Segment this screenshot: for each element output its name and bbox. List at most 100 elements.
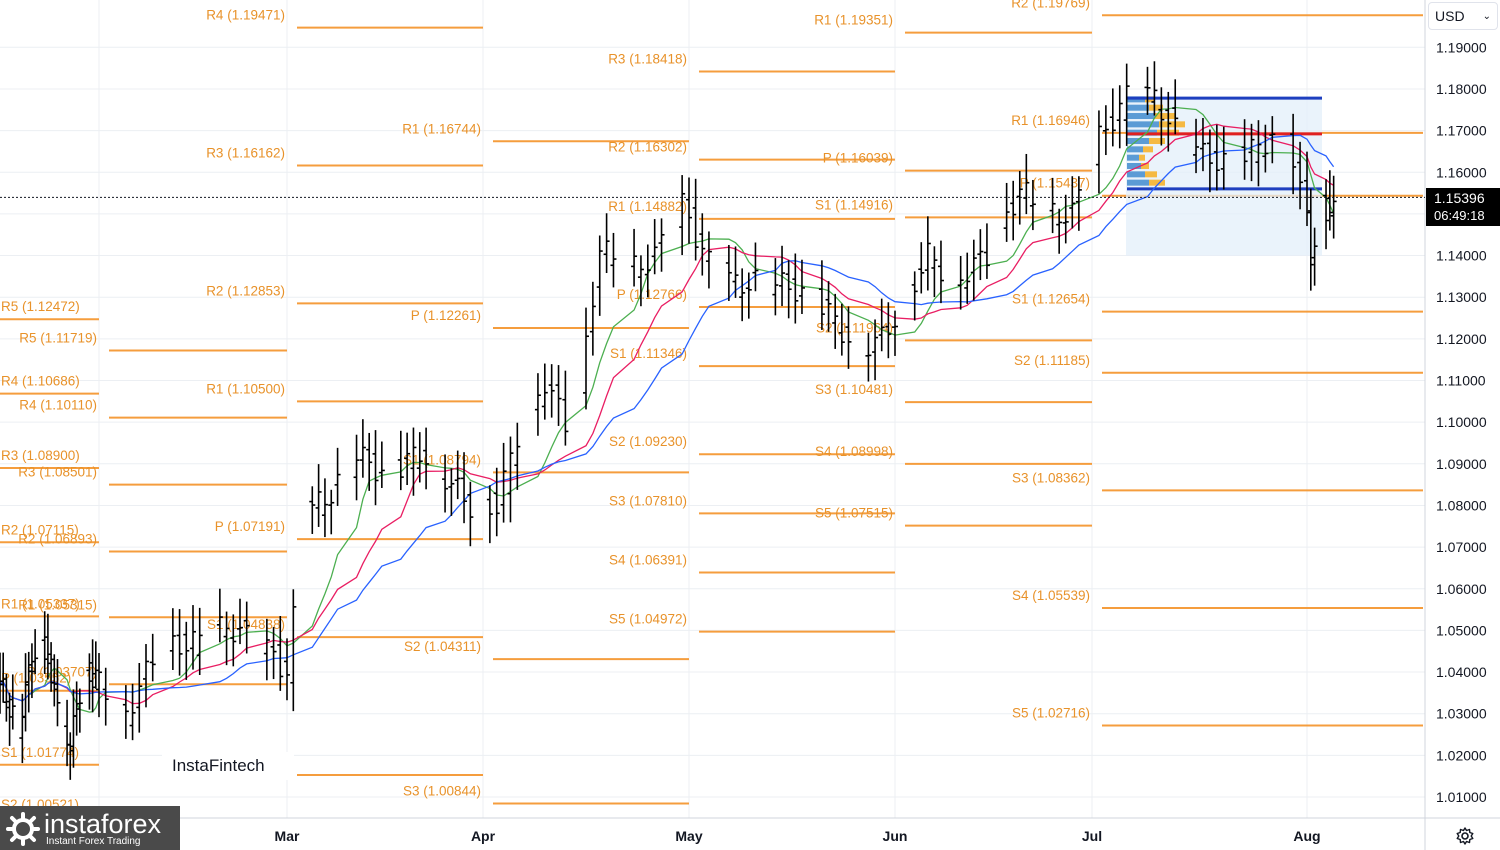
ohlc-bar — [149, 633, 156, 682]
ohlc-bar — [583, 307, 589, 410]
ohlc-bar — [785, 260, 792, 319]
price-tick-label: 1.03000 — [1436, 706, 1487, 722]
price-tick-label: 1.08000 — [1436, 497, 1487, 513]
pivot-label: R4 (1.19471) — [206, 8, 285, 23]
ohlc-bar — [1023, 153, 1030, 215]
pivot-label: S4 (1.08998) — [815, 444, 893, 459]
ohlc-bar — [1123, 63, 1130, 146]
ohlc-bar — [1248, 123, 1255, 182]
time-axis[interactable]: Mar Apr May Jun Jul Aug — [275, 828, 1321, 844]
logo-tagline: Instant Forex Trading — [46, 836, 141, 847]
ohlc-bar — [589, 281, 596, 356]
pivot-label: R2 (1.12853) — [206, 283, 285, 298]
ohlc-bar — [102, 667, 109, 726]
price-tick-label: 1.02000 — [1436, 747, 1487, 763]
price-tick-label: 1.19000 — [1436, 39, 1487, 55]
ohlc-bars — [0, 61, 1337, 780]
ohlc-bar — [1199, 117, 1206, 172]
pivot-label: R1 (1.19351) — [814, 13, 893, 28]
profile-bar — [1127, 121, 1159, 128]
pivot-label: R2 (1.19769) — [1011, 0, 1090, 10]
time-tick-label: Mar — [275, 828, 300, 844]
profile-bar — [1127, 171, 1145, 178]
price-tick-label: 1.13000 — [1436, 289, 1487, 305]
ohlc-bar — [1206, 129, 1213, 193]
ohlc-bar — [1144, 66, 1151, 115]
pivot-label: S5 (1.04972) — [609, 612, 687, 627]
pivot-label: S4 (1.06391) — [609, 552, 687, 567]
ohlc-bar — [548, 364, 555, 418]
time-tick-label: Aug — [1293, 828, 1320, 844]
ohlc-bar — [911, 271, 918, 321]
ohlc-bar — [410, 427, 417, 496]
ohlc-bar — [321, 478, 328, 538]
ohlc-bar — [555, 365, 562, 426]
ohlc-bar — [448, 468, 455, 516]
profile-bar — [1149, 104, 1163, 111]
price-tick-label: 1.04000 — [1436, 664, 1487, 680]
pivot-label: R4 (1.10110) — [19, 398, 97, 413]
ohlc-bar — [32, 629, 39, 675]
pivot-label: R5 (1.11719) — [19, 331, 97, 346]
ohlc-bar — [507, 436, 514, 523]
price-tick-label: 1.12000 — [1436, 331, 1487, 347]
ohlc-bar — [1297, 141, 1304, 210]
ohlc-bar — [1304, 151, 1310, 227]
pivot-label: R4 (1.10686) — [1, 374, 80, 389]
ohlc-bar — [493, 467, 500, 537]
ohlc-bar — [129, 683, 136, 741]
profile-bar — [1127, 104, 1149, 111]
ohlc-bar — [76, 688, 83, 733]
ohlc-bar — [631, 228, 638, 287]
currency-select[interactable]: USD ⌄ — [1428, 2, 1498, 30]
ohlc-bar — [603, 213, 610, 274]
pivot-label: S1 (1.08794) — [403, 452, 481, 467]
ohlc-bar — [562, 370, 569, 446]
current-price-tag: 1.15396 06:49:18 — [1426, 188, 1500, 226]
ohlc-bar — [892, 310, 898, 356]
time-tick-label: May — [675, 828, 702, 844]
ohlc-bar — [359, 419, 366, 478]
ohlc-bar — [263, 618, 270, 681]
ohlc-bar — [309, 486, 316, 534]
chevron-down-icon: ⌄ — [1482, 10, 1491, 22]
ohlc-bar — [825, 281, 832, 332]
pivot-label: R1 (1.05337) — [1, 596, 80, 611]
ohlc-bar — [1326, 170, 1333, 231]
ohlc-bar — [937, 240, 944, 304]
ohlc-bar — [416, 432, 423, 483]
ohlc-bar — [1311, 227, 1318, 286]
ohlc-bar — [1016, 170, 1023, 225]
ohlc-bar — [705, 231, 712, 289]
ohlc-bar — [442, 454, 449, 513]
ohlc-bar — [1095, 110, 1102, 194]
ohlc-bar — [1109, 88, 1116, 147]
profile-bar — [1127, 179, 1149, 186]
ohlc-bar — [644, 244, 651, 298]
ohlc-bar — [169, 608, 176, 670]
settings-button[interactable] — [1452, 824, 1478, 848]
ohlc-bar — [1290, 113, 1297, 195]
profile-bar — [1139, 154, 1145, 161]
ohlc-bar — [1241, 119, 1248, 180]
ohlc-bar — [541, 363, 548, 420]
ohlc-bar — [1158, 87, 1165, 146]
profile-bar — [1143, 146, 1153, 153]
ohlc-bar — [1213, 124, 1220, 191]
ohlc-bar — [315, 464, 322, 527]
profile-bar — [1127, 146, 1143, 153]
ohlc-bar — [290, 589, 297, 712]
ohlc-bar — [878, 298, 885, 352]
price-tick-label: 1.17000 — [1436, 123, 1487, 139]
pivot-label: R3 (1.08501) — [18, 465, 97, 480]
ohlc-bar — [237, 598, 243, 645]
ohlc-bar — [798, 259, 805, 314]
ohlc-bar — [190, 605, 196, 670]
ohlc-bar — [230, 614, 237, 667]
price-axis[interactable]: 1.190001.180001.170001.160001.150001.140… — [1436, 39, 1487, 805]
ohlc-bar — [500, 442, 507, 523]
pivot-label: R1 (1.05315) — [18, 597, 97, 612]
ohlc-bar — [970, 239, 977, 301]
price-tick-label: 1.14000 — [1436, 248, 1487, 264]
